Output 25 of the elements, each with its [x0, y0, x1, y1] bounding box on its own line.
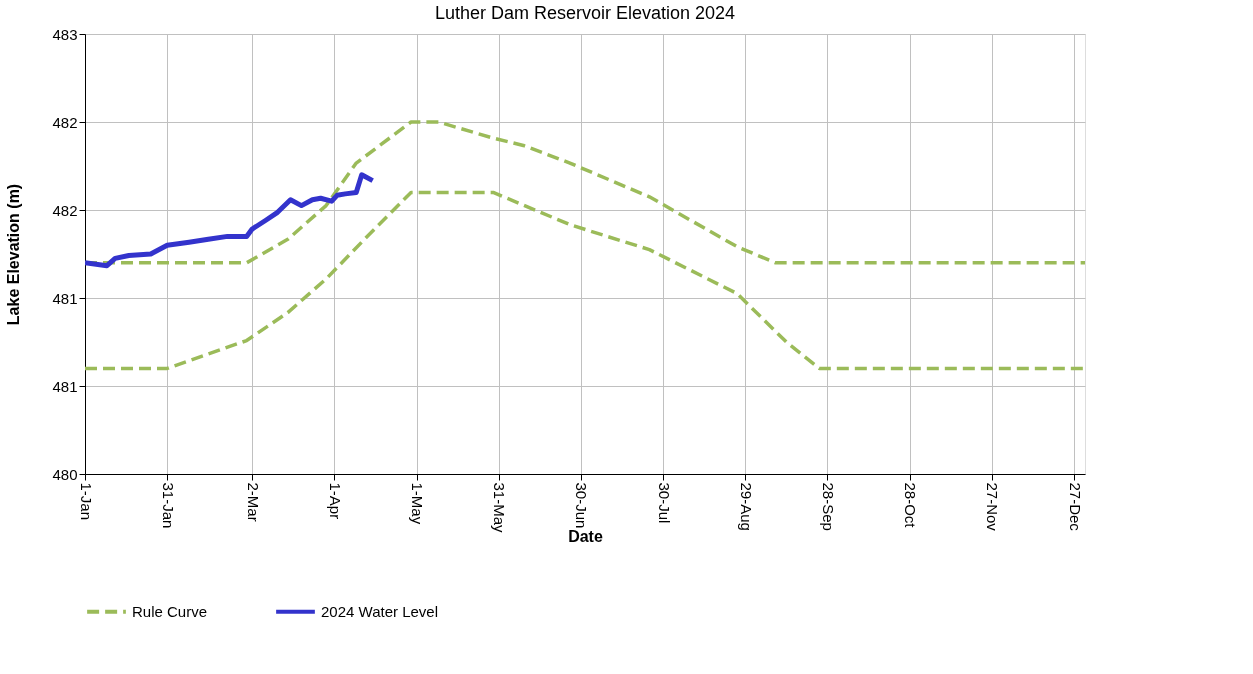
y-axis-title: Lake Elevation (m) [5, 183, 23, 326]
y-tick-label: 482 [52, 113, 78, 131]
y-tick-label: 480 [52, 465, 78, 483]
x-tick-label: 1-Apr [326, 482, 344, 520]
line-series [85, 190, 1085, 371]
x-tick-label: 31-May [491, 482, 509, 534]
x-tick-label: 30-Jun [573, 482, 591, 529]
chart-title: Luther Dam Reservoir Elevation 2024 [434, 3, 736, 23]
x-tick-label: 30-Jul [655, 482, 673, 524]
x-tick-label: 1-Jan [77, 482, 95, 521]
y-tick-label: 483 [52, 25, 78, 43]
y-tick-label: 481 [52, 289, 78, 307]
x-tick-label: 29-Aug [737, 482, 755, 531]
x-tick-label: 1-May [409, 482, 427, 525]
x-tick-label: 28-Oct [902, 482, 920, 529]
x-tick-label: 27-Nov [984, 482, 1002, 532]
x-tick-label: 28-Sep [819, 482, 837, 531]
x-tick-label: 31-Jan [159, 482, 177, 529]
y-tick-label: 482 [52, 201, 78, 219]
legend-label: Rule Curve [132, 602, 208, 620]
y-tick-label: 481 [52, 377, 78, 395]
x-tick-label: 2-Mar [244, 482, 262, 522]
x-axis-title: Date [568, 527, 603, 545]
legend-label: 2024 Water Level [321, 602, 439, 620]
x-tick-label: 27-Dec [1066, 482, 1084, 532]
